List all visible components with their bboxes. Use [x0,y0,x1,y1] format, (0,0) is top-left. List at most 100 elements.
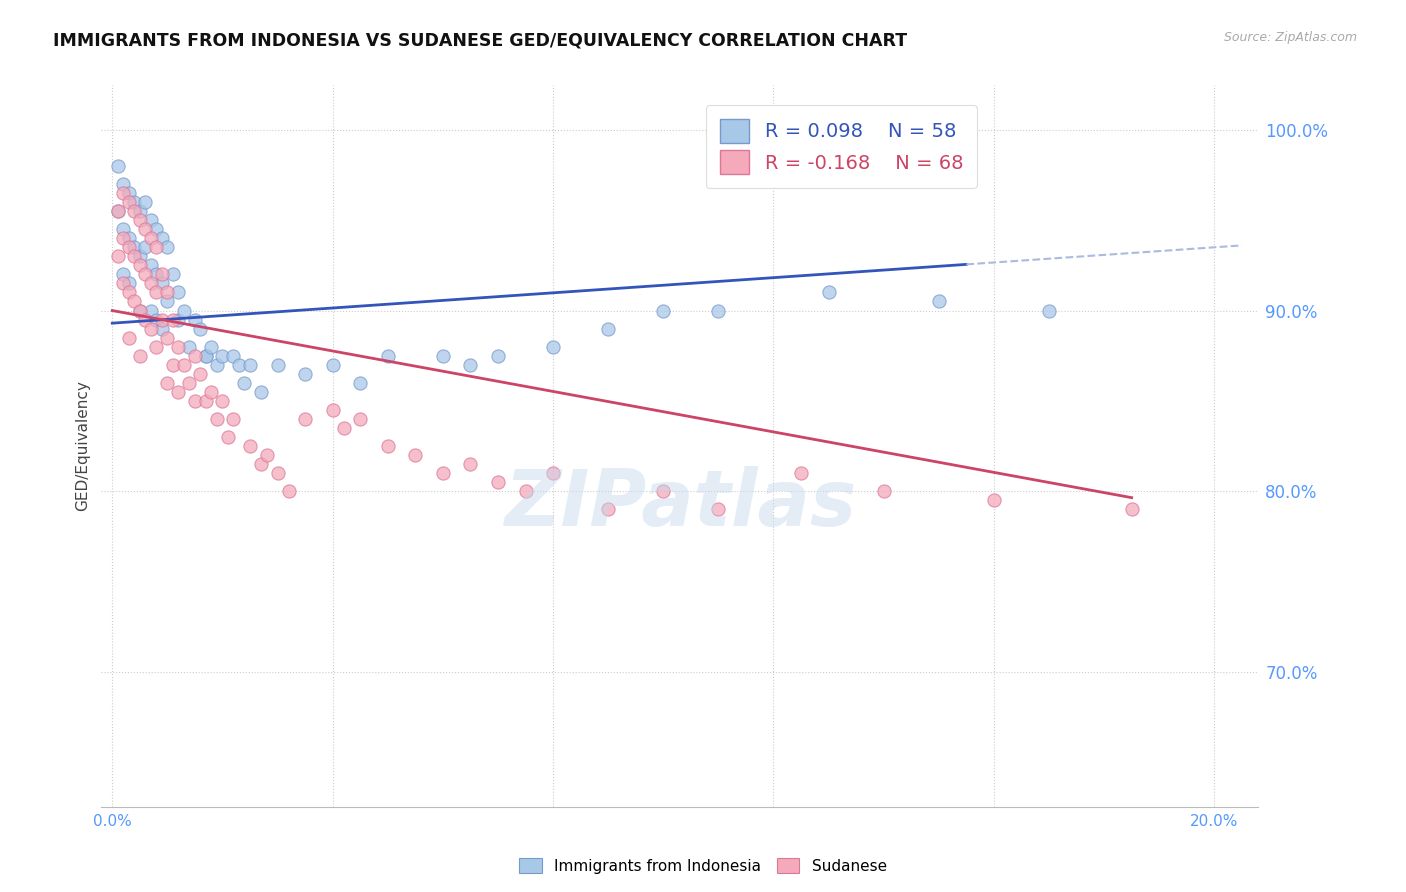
Point [139,303,162,318]
Point [139,231,162,245]
Point [112,277,135,291]
Point [541,340,564,354]
Point [211,393,233,408]
Legend: Immigrants from Indonesia, Sudanese: Immigrants from Indonesia, Sudanese [513,852,893,880]
Point [145,240,167,254]
Point [332,421,354,435]
Point [349,376,371,390]
Point [128,213,150,227]
Point [194,349,217,363]
Point [598,321,620,335]
Point [124,294,146,309]
Point [460,457,482,471]
Point [112,177,135,191]
Point [228,358,250,372]
Point [167,340,190,354]
Point [167,312,190,326]
Point [404,448,426,462]
Point [134,268,156,282]
Point [156,294,179,309]
Point [1121,502,1143,516]
Point [118,186,141,201]
Point [349,412,371,426]
Point [134,240,156,254]
Point [873,484,896,499]
Point [652,303,675,318]
Point [107,204,129,219]
Point [652,484,675,499]
Point [124,240,146,254]
Point [162,268,184,282]
Point [294,412,316,426]
Point [145,268,167,282]
Point [112,222,135,236]
Point [200,340,222,354]
Point [145,285,167,300]
Y-axis label: GED/Equivalency: GED/Equivalency [75,381,90,511]
Point [190,321,212,335]
Point [145,340,167,354]
Legend: R = 0.098    N = 58, R = -0.168    N = 68: R = 0.098 N = 58, R = -0.168 N = 68 [706,105,977,187]
Point [139,258,162,272]
Point [707,303,730,318]
Point [139,277,162,291]
Point [156,331,179,345]
Point [983,493,1005,508]
Point [598,502,620,516]
Point [134,195,156,210]
Point [112,268,135,282]
Point [239,439,262,453]
Point [150,321,173,335]
Point [156,240,179,254]
Point [134,222,156,236]
Point [250,384,273,399]
Point [250,457,273,471]
Point [118,240,141,254]
Point [118,231,141,245]
Point [211,349,233,363]
Point [515,484,537,499]
Point [118,195,141,210]
Point [184,349,207,363]
Point [817,285,839,300]
Point [124,249,146,263]
Point [184,393,207,408]
Point [222,412,245,426]
Point [107,159,129,173]
Point [128,258,150,272]
Point [233,376,256,390]
Point [124,204,146,219]
Point [162,312,184,326]
Point [145,312,167,326]
Point [432,466,454,480]
Point [205,358,228,372]
Point [128,303,150,318]
Point [150,268,173,282]
Point [128,204,150,219]
Point [179,340,201,354]
Point [928,294,950,309]
Point [277,484,299,499]
Point [432,349,454,363]
Point [205,412,228,426]
Point [322,358,344,372]
Point [541,466,564,480]
Point [139,213,162,227]
Point [707,502,730,516]
Point [128,303,150,318]
Point [460,358,482,372]
Point [222,349,245,363]
Point [107,204,129,219]
Point [118,331,141,345]
Point [107,249,129,263]
Point [486,349,509,363]
Point [173,358,195,372]
Text: IMMIGRANTS FROM INDONESIA VS SUDANESE GED/EQUIVALENCY CORRELATION CHART: IMMIGRANTS FROM INDONESIA VS SUDANESE GE… [53,31,907,49]
Point [173,303,195,318]
Text: Source: ZipAtlas.com: Source: ZipAtlas.com [1223,31,1357,45]
Point [112,231,135,245]
Point [239,358,262,372]
Text: ZIPatlas: ZIPatlas [503,466,856,541]
Point [134,312,156,326]
Point [256,448,278,462]
